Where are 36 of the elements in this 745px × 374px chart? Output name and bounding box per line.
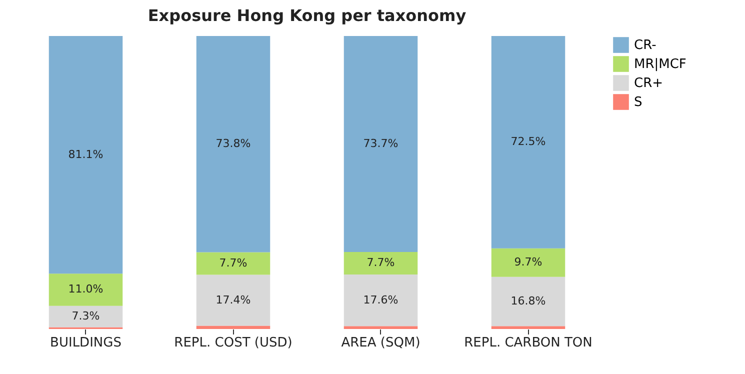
chart-title: Exposure Hong Kong per taxonomy <box>148 6 467 25</box>
x-tick-label: BUILDINGS <box>50 336 122 350</box>
bar <box>196 36 270 252</box>
bar <box>344 326 418 329</box>
data-label: 11.0% <box>68 282 104 296</box>
data-label: 17.6% <box>363 293 398 306</box>
bar <box>491 248 566 277</box>
bar <box>196 274 270 326</box>
legend-label: CR- <box>634 38 657 53</box>
legend-label: S <box>634 95 642 110</box>
data-label: 7.3% <box>72 310 100 323</box>
x-tick-label: AREA (SQM) <box>341 336 420 350</box>
bar <box>48 274 123 306</box>
bar <box>344 274 418 326</box>
data-label: 72.5% <box>510 135 546 148</box>
bar <box>196 326 270 329</box>
data-label: 17.4% <box>216 293 251 306</box>
bar <box>344 252 418 274</box>
data-label: 73.8% <box>216 137 251 150</box>
bar <box>491 36 566 248</box>
data-label: 81.1% <box>68 148 104 161</box>
data-label: 9.7% <box>514 256 542 269</box>
legend-label: CR+ <box>634 76 664 91</box>
bar <box>491 276 566 326</box>
legend-label: MR|MCF <box>634 57 686 72</box>
bar <box>48 36 123 274</box>
bar <box>491 326 566 329</box>
bar <box>344 36 418 252</box>
data-label: 16.8% <box>510 294 546 308</box>
x-tick-label: REPL. CARBON TON <box>464 336 592 350</box>
data-label: 73.7% <box>363 136 398 150</box>
x-tick-label: REPL. COST (USD) <box>174 336 292 350</box>
data-label: 7.7% <box>366 256 395 270</box>
data-label: 7.7% <box>219 256 248 270</box>
bar <box>196 252 270 275</box>
bar <box>48 306 123 328</box>
